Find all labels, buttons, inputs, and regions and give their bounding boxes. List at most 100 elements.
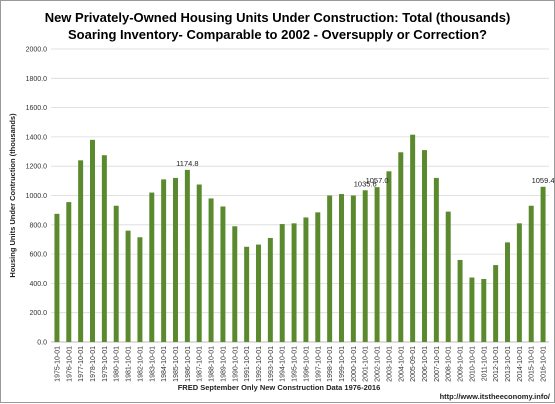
bar — [350, 195, 356, 342]
x-tick-label: 2011-10-01 — [481, 346, 488, 381]
x-tick-label: 2004-10-01 — [398, 346, 405, 382]
y-tick-label: 2000.0 — [26, 47, 48, 54]
bar — [481, 279, 487, 342]
bar — [327, 195, 333, 342]
bar — [267, 237, 273, 342]
x-tick-label: 2012-10-01 — [493, 346, 500, 382]
x-tick-label: 2016-10-01 — [541, 346, 548, 382]
data-label: 1057.0 — [366, 176, 389, 185]
x-tick-label: 1978-10-01 — [90, 346, 97, 382]
bar — [196, 184, 202, 342]
x-tick-label: 1996-10-01 — [303, 346, 310, 382]
x-tick-label: 1975-10-01 — [54, 346, 61, 382]
x-axis-title: FRED September Only New Construction Dat… — [178, 383, 381, 392]
x-tick-label: 1982-10-01 — [137, 346, 144, 382]
bar — [410, 134, 416, 342]
x-tick-label: 1997-10-01 — [315, 346, 322, 382]
bar — [493, 265, 499, 342]
x-tick-label: 2009-10-01 — [458, 346, 465, 382]
x-tick-label: 1987-10-01 — [197, 346, 204, 382]
y-tick-label: 1200.0 — [26, 164, 48, 171]
x-tick-label: 2006-10-01 — [422, 346, 429, 382]
y-tick-label: 1000.0 — [26, 193, 48, 200]
x-tick-label: 2002-10-01 — [375, 346, 382, 382]
y-tick-label: 1400.0 — [26, 134, 48, 141]
bar — [315, 212, 321, 342]
data-label: 1035.6 — [354, 179, 377, 188]
x-tick-label: 2008-10-01 — [446, 346, 453, 382]
bar — [291, 223, 297, 342]
bar — [232, 226, 238, 342]
bar — [528, 205, 534, 342]
chart-subtitle: Soaring Inventory- Comparable to 2002 - … — [68, 27, 487, 42]
bar — [78, 160, 84, 342]
bar — [362, 190, 368, 342]
x-tick-label: 2003-10-01 — [386, 346, 393, 382]
bar — [184, 169, 190, 342]
x-tick-label: 1979-10-01 — [102, 346, 109, 382]
x-tick-label: 2010-10-01 — [469, 346, 476, 382]
bar — [256, 244, 261, 342]
x-tick-label: 2000-10-01 — [351, 346, 358, 382]
bar — [540, 186, 546, 342]
bar — [303, 217, 309, 342]
bar — [66, 202, 72, 342]
data-label: 1174.8 — [176, 159, 198, 168]
x-tick-label: 1984-10-01 — [161, 346, 168, 382]
bar — [90, 139, 95, 342]
bar — [505, 242, 510, 342]
bar — [161, 179, 167, 342]
y-tick-label: 0.0 — [37, 340, 47, 347]
bar — [149, 192, 155, 342]
x-tick-label: 1989-10-01 — [220, 346, 227, 382]
x-tick-label: 1995-10-01 — [292, 346, 299, 382]
bar — [101, 155, 107, 342]
x-tick-label: 1993-10-01 — [268, 346, 275, 382]
bar — [398, 152, 404, 342]
bar — [244, 246, 250, 342]
bar — [374, 187, 380, 342]
bar — [339, 194, 344, 342]
y-axis-title: Housing Units Under Contruction (thousan… — [8, 113, 17, 278]
y-tick-label: 1800.0 — [26, 76, 48, 83]
x-tick-label: 1992-10-01 — [256, 346, 263, 382]
x-tick-label: 1986-10-01 — [185, 346, 192, 382]
bar — [279, 224, 285, 342]
x-tick-label: 1999-10-01 — [339, 346, 346, 382]
bar — [173, 177, 178, 342]
y-tick-label: 1600.0 — [26, 105, 48, 112]
x-tick-label: 1976-10-01 — [66, 346, 73, 382]
x-tick-label: 1980-10-01 — [114, 346, 121, 382]
x-tick-label: 1994-10-01 — [280, 346, 287, 382]
x-tick-label: 2013-10-01 — [505, 346, 512, 382]
bar — [386, 171, 392, 342]
x-tick-label: 2015-10-01 — [529, 346, 536, 382]
bar — [125, 230, 131, 342]
x-tick-label: 2001-10-01 — [363, 346, 370, 382]
bar — [208, 198, 214, 342]
bar — [220, 206, 226, 342]
x-tick-label: 1988-10-01 — [209, 346, 216, 382]
data-label: 1059.4 — [532, 176, 555, 185]
bar — [469, 277, 475, 342]
y-tick-label: 400.0 — [29, 281, 47, 288]
x-tick-label: 1998-10-01 — [327, 346, 334, 382]
x-tick-label: 2014-10-01 — [517, 346, 524, 382]
x-tick-label: 1977-10-01 — [78, 346, 85, 382]
x-tick-label: 1991-10-01 — [244, 346, 251, 382]
x-tick-label: 1990-10-01 — [232, 346, 239, 382]
bar — [137, 237, 143, 342]
x-tick-label: 1981-10-01 — [126, 346, 133, 382]
bar — [433, 177, 439, 342]
x-tick-label: 2007-10-01 — [434, 346, 441, 382]
y-tick-label: 800.0 — [29, 222, 47, 229]
x-tick-label: 1983-10-01 — [149, 346, 156, 382]
x-tick-label: 1985-10-01 — [173, 346, 180, 382]
chart-title: New Privately-Owned Housing Units Under … — [44, 10, 511, 25]
chart-title-block: New Privately-Owned Housing Units Under … — [1, 9, 554, 43]
bar — [516, 223, 522, 342]
source-label: http://www.itstheeconomy.info/ — [440, 392, 551, 401]
y-tick-label: 200.0 — [29, 310, 47, 317]
